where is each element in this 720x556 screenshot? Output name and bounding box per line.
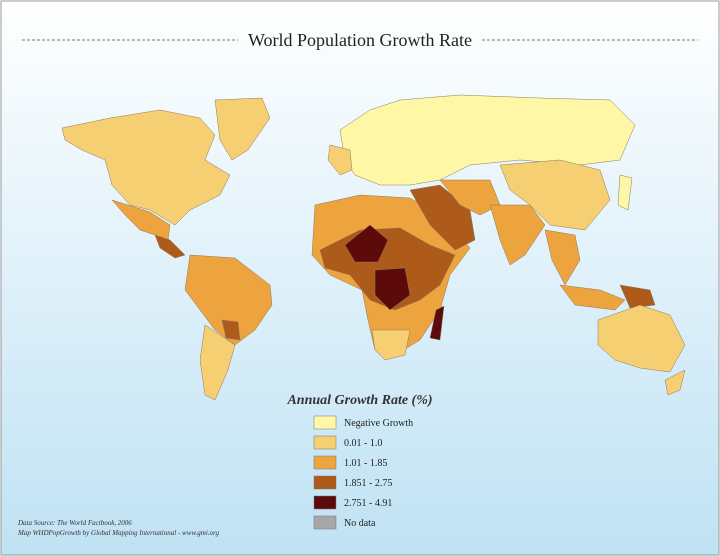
legend-swatch — [313, 515, 337, 530]
legend-title: Annual Growth Rate (%) — [286, 393, 432, 408]
source-note: Data Source: The World Factbook, 2006 — [17, 519, 132, 527]
legend: Negative Growth 0.01 - 1.0 1.01 - 1.85 1.85… — [313, 415, 413, 530]
legend-label: 2.751 - 4.91 — [344, 498, 392, 509]
legend-swatch — [313, 455, 337, 470]
legend-swatch — [313, 435, 337, 450]
land — [61, 94, 686, 401]
legend-label: No data — [344, 518, 376, 529]
map-title: World Population Growth Rate — [248, 30, 472, 50]
legend-label: 1.01 - 1.85 — [344, 458, 387, 469]
legend-label: Negative Growth — [344, 418, 413, 429]
legend-swatch — [313, 475, 337, 490]
legend-swatch — [313, 415, 337, 430]
legend-label: 0.01 - 1.0 — [344, 438, 382, 449]
legend-label: 1.851 - 2.75 — [344, 478, 392, 489]
legend-swatch — [313, 495, 337, 510]
source-note: Map WHDPopGrowth by Global Mapping Inter… — [17, 529, 219, 537]
